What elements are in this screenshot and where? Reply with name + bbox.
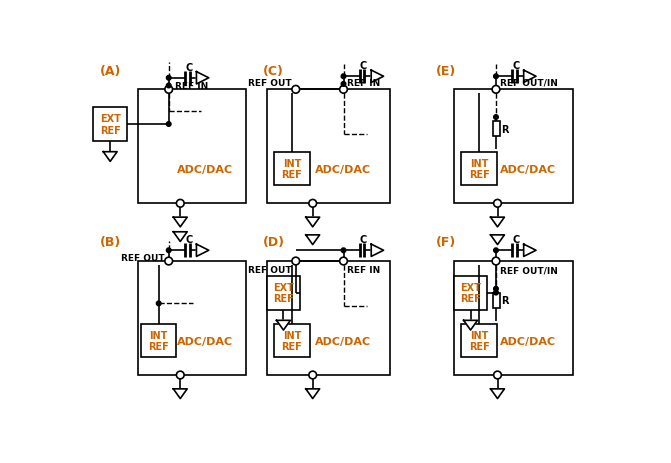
Polygon shape [306,235,319,245]
Circle shape [492,86,500,94]
Text: EXT
REF: EXT REF [100,114,121,136]
Circle shape [292,86,300,94]
Polygon shape [173,218,187,227]
Polygon shape [306,389,319,399]
Circle shape [166,84,171,88]
Text: ADC/DAC: ADC/DAC [176,165,233,175]
Polygon shape [276,321,291,330]
Bar [454,276,488,310]
Circle shape [292,257,300,265]
Text: C: C [513,61,519,71]
Text: R: R [501,296,509,306]
Text: (F): (F) [436,235,456,248]
Text: (E): (E) [436,64,456,77]
Bar [138,90,246,204]
Bar [266,90,390,204]
Circle shape [176,200,184,208]
Text: (A): (A) [99,64,121,77]
Circle shape [166,249,171,253]
Text: REF OUT: REF OUT [248,79,292,88]
Circle shape [341,249,346,253]
Text: C: C [185,63,193,73]
Text: INT
REF: INT REF [148,330,169,351]
Bar [138,262,246,375]
Polygon shape [523,71,536,83]
Circle shape [156,301,161,306]
Text: EXT
REF: EXT REF [273,282,294,304]
Polygon shape [371,71,384,83]
Polygon shape [464,321,478,330]
Circle shape [309,371,317,379]
Circle shape [494,287,499,291]
Bar [454,262,573,375]
Polygon shape [491,235,505,245]
Polygon shape [197,244,209,257]
Polygon shape [173,232,187,242]
Bar [266,262,390,375]
Text: (C): (C) [262,64,284,77]
Circle shape [166,122,171,127]
Text: R: R [501,125,509,134]
Text: INT
REF: INT REF [468,158,489,180]
Circle shape [340,257,348,265]
Circle shape [341,75,346,79]
Circle shape [494,371,501,379]
Text: C: C [185,235,193,245]
Text: ADC/DAC: ADC/DAC [499,336,556,346]
Text: REF OUT: REF OUT [248,265,292,275]
Bar [274,153,309,185]
Circle shape [494,291,499,295]
Polygon shape [173,389,187,399]
Bar [141,325,176,357]
Polygon shape [523,244,536,257]
Text: INT
REF: INT REF [468,330,489,351]
Circle shape [494,249,499,253]
Text: INT
REF: INT REF [282,158,303,180]
Text: C: C [360,235,367,245]
Circle shape [165,257,172,265]
Polygon shape [306,218,319,227]
Circle shape [494,115,499,120]
Bar [462,325,497,357]
Bar [274,325,309,357]
Text: C: C [513,235,519,245]
Circle shape [494,200,501,208]
Bar [266,276,301,310]
Polygon shape [197,73,209,85]
Bar [462,153,497,185]
Text: (D): (D) [262,235,285,248]
Polygon shape [103,152,117,162]
Bar [493,122,500,137]
Text: C: C [360,61,367,71]
Circle shape [176,371,184,379]
Bar [454,90,573,204]
Text: REF OUT/IN: REF OUT/IN [500,265,558,275]
Text: REF IN: REF IN [175,82,208,91]
Circle shape [165,86,172,94]
Circle shape [340,86,348,94]
Polygon shape [371,244,384,257]
Polygon shape [491,218,505,227]
Text: REF OUT/IN: REF OUT/IN [500,79,558,88]
Text: EXT
REF: EXT REF [460,282,481,304]
Text: (B): (B) [99,235,121,248]
Text: ADC/DAC: ADC/DAC [315,165,371,175]
Text: REF OUT: REF OUT [121,253,165,262]
Circle shape [492,257,500,265]
Polygon shape [491,389,505,399]
Text: ADC/DAC: ADC/DAC [176,336,233,346]
Bar [493,293,500,308]
Text: ADC/DAC: ADC/DAC [315,336,371,346]
Text: REF IN: REF IN [347,79,380,88]
Circle shape [166,76,171,81]
Text: REF IN: REF IN [347,265,380,275]
Bar [93,108,127,142]
Circle shape [309,200,317,208]
Circle shape [494,75,499,79]
Circle shape [341,82,346,87]
Text: ADC/DAC: ADC/DAC [499,165,556,175]
Text: INT
REF: INT REF [282,330,303,351]
